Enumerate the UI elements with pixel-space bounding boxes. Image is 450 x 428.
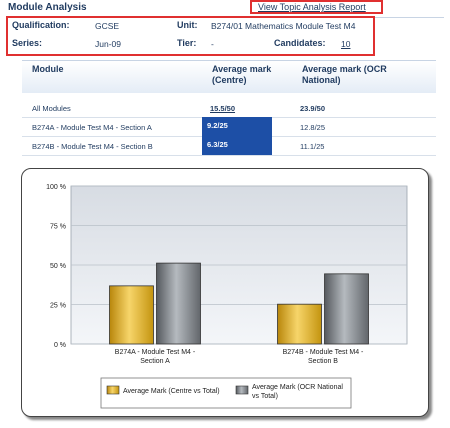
column-header-national: Average mark (OCR National) (302, 64, 387, 85)
unit-value: B274/01 Mathematics Module Test M4 (211, 21, 356, 31)
legend-swatch (235, 385, 249, 395)
unit-label: Unit: (177, 20, 198, 30)
candidates-label: Candidates: (274, 38, 326, 48)
y-tick-label: 50 % (50, 263, 66, 270)
legend-box (100, 377, 352, 409)
candidates-link[interactable]: 10 (341, 39, 351, 49)
table-row-national: 11.1/25 (300, 142, 325, 151)
qualification-label: Qualification: (12, 20, 70, 30)
y-tick-label: 100 % (46, 184, 66, 191)
report-link-highlight (250, 0, 383, 14)
series-label: Series: (12, 38, 43, 48)
table-row-centre: 6.3/25 (202, 136, 272, 155)
table-row-module: B274A - Module Test M4 - Section A (32, 123, 152, 132)
bar (277, 303, 322, 345)
x-tick-label: B274A - Module Test M4 -Section A (115, 349, 196, 365)
tier-label: Tier: (177, 38, 197, 48)
x-tick-label: B274B - Module Test M4 -Section B (283, 349, 364, 365)
series-value: Jun-09 (95, 39, 121, 49)
table-row-centre: 9.2/25 (202, 117, 272, 136)
table-row-centre: 15.5/50 (210, 104, 236, 113)
table-row-module: B274B - Module Test M4 - Section B (32, 142, 153, 151)
view-topic-analysis-link[interactable]: View Topic Analysis Report (258, 2, 366, 12)
legend-swatch (106, 385, 120, 395)
column-header-module: Module (32, 64, 64, 74)
table-row-national: 23.9/50 (300, 104, 326, 113)
page-title: Module Analysis (8, 2, 87, 13)
bar (109, 285, 154, 345)
table-row-module: All Modules (32, 104, 71, 113)
bar-chart: 0 % 25 % 50 % 75 % 100 % B274A - Module Test … (46, 184, 408, 409)
column-header-centre: Average mark (Centre) (212, 64, 272, 85)
row-divider (22, 155, 436, 156)
qualification-value: GCSE (95, 21, 120, 31)
legend-label: Average Mark (OCR National vs Total) (252, 384, 343, 400)
bar (156, 262, 201, 345)
table-header (22, 60, 436, 93)
y-tick-label: 25 % (50, 303, 66, 310)
meta-highlight-box (6, 16, 375, 56)
tier-value: - (211, 39, 214, 49)
table-row-national: 12.8/25 (300, 123, 326, 132)
bar (324, 273, 369, 345)
y-tick-label: 75 % (50, 224, 66, 231)
legend-label: Average Mark (Centre vs Total) (123, 388, 220, 395)
y-tick-label: 0 % (54, 342, 66, 349)
